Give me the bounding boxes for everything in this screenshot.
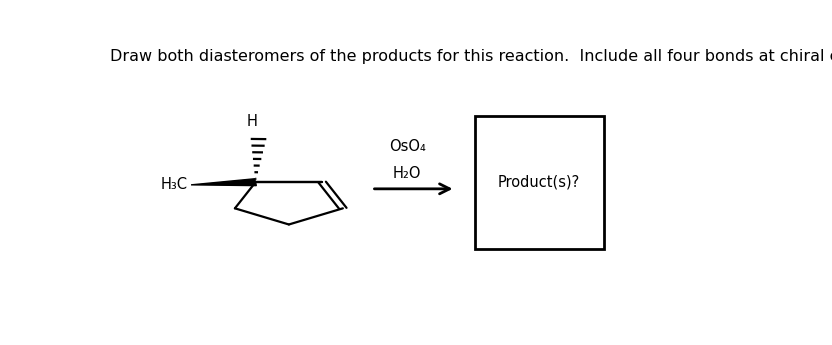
Text: Product(s)?: Product(s)?: [498, 175, 581, 190]
Text: H: H: [247, 114, 258, 129]
Text: H₂O: H₂O: [393, 166, 421, 181]
Text: H₃C: H₃C: [161, 177, 188, 193]
Polygon shape: [191, 179, 256, 186]
Text: OsO₄: OsO₄: [389, 139, 425, 154]
Bar: [475, 116, 604, 249]
Text: Draw both diasteromers of the products for this reaction.  Include all four bond: Draw both diasteromers of the products f…: [111, 49, 832, 65]
